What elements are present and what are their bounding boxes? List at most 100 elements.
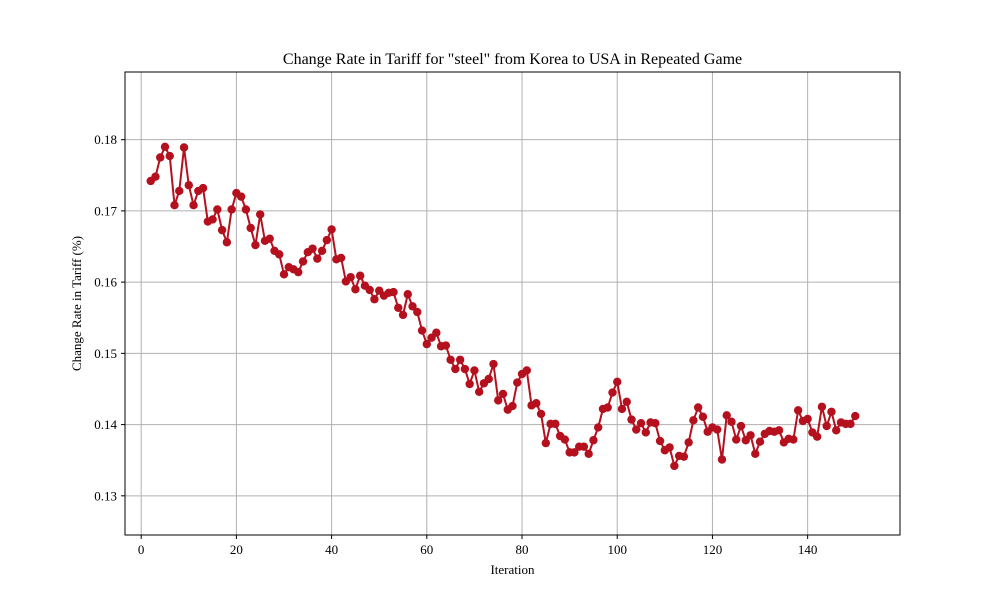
x-tick-label: 40 (325, 542, 338, 557)
data-point (827, 407, 836, 416)
data-point (822, 421, 831, 431)
x-tick-label: 100 (607, 542, 627, 557)
data-point (251, 240, 260, 250)
data-point (246, 223, 255, 233)
data-point (184, 181, 193, 190)
data-point (151, 172, 160, 181)
data-point (470, 366, 479, 375)
data-point (689, 416, 698, 425)
data-point (579, 442, 589, 451)
data-point (622, 397, 631, 406)
data-point (170, 201, 179, 210)
data-point (513, 378, 522, 387)
data-point (308, 244, 317, 253)
data-point (570, 448, 579, 457)
data-point (213, 205, 222, 214)
data-point (198, 183, 208, 193)
data-point (632, 425, 641, 434)
data-point (160, 142, 170, 151)
ticks: 0 20 40 60 80 100 120 140 0.13 0.14 0.15 0.16 0.17 0.… (94, 132, 817, 557)
data-point (817, 402, 827, 411)
grid (125, 72, 900, 535)
data-point (217, 225, 227, 235)
data-point (275, 250, 284, 259)
data-point (536, 409, 546, 419)
data-point (746, 431, 755, 440)
data-point (156, 153, 165, 162)
x-axis-label: Iteration (490, 562, 535, 577)
data-point (494, 396, 503, 405)
y-tick-label: 0.18 (94, 132, 117, 147)
data-point (793, 406, 803, 415)
data-point (613, 377, 622, 387)
data-point (717, 455, 727, 464)
x-tick-label: 0 (138, 542, 145, 557)
data-point (541, 438, 551, 448)
data-point (812, 432, 822, 441)
data-point (508, 401, 517, 411)
data-point (389, 287, 398, 297)
data-point (736, 421, 746, 431)
data-point (165, 151, 174, 161)
data-point (670, 461, 679, 471)
data-point (398, 310, 408, 320)
data-point (803, 414, 812, 424)
y-tick-label: 0.16 (94, 275, 117, 290)
data-point (355, 271, 365, 280)
data-point (846, 419, 855, 429)
data-point (732, 435, 741, 444)
data-point (551, 419, 560, 429)
data-point (774, 426, 784, 435)
data-point (413, 307, 422, 317)
data-point (422, 339, 432, 349)
data-point (365, 285, 374, 295)
data-point (751, 449, 760, 458)
data-point (617, 404, 627, 414)
data-point (455, 355, 465, 364)
data-point (432, 328, 441, 337)
data-point (789, 435, 798, 444)
x-tick-label: 120 (703, 542, 723, 557)
data-point (603, 403, 612, 412)
data-point (693, 403, 703, 412)
data-point (317, 246, 327, 255)
data-point (175, 186, 184, 196)
data-point (522, 366, 531, 375)
x-tick-label: 80 (516, 542, 529, 557)
data-point (394, 303, 403, 312)
y-tick-label: 0.15 (94, 346, 117, 361)
data-point (227, 205, 236, 214)
series-line (150, 145, 857, 467)
data-point (298, 257, 308, 266)
data-point (179, 143, 189, 152)
y-tick-label: 0.17 (94, 203, 117, 218)
data-point (593, 423, 603, 432)
x-tick-label: 60 (420, 542, 433, 557)
data-point (327, 225, 336, 234)
data-point (279, 270, 289, 279)
data-point (584, 449, 593, 458)
y-tick-label: 0.13 (94, 488, 117, 503)
y-tick-label: 0.14 (94, 417, 117, 432)
data-point (722, 411, 731, 420)
data-point (608, 388, 617, 397)
data-point (222, 238, 232, 247)
data-point (713, 425, 722, 434)
series-layer (146, 142, 860, 471)
data-point (755, 437, 765, 446)
data-point (441, 341, 451, 350)
data-point (336, 253, 346, 263)
data-point (484, 374, 493, 384)
data-point (532, 399, 541, 408)
data-point (627, 415, 636, 424)
data-point (651, 418, 660, 428)
x-tick-label: 20 (230, 542, 243, 557)
data-point (474, 387, 484, 397)
data-point (208, 215, 217, 224)
x-tick-label: 140 (798, 542, 818, 557)
data-point (636, 418, 646, 428)
data-point (189, 201, 198, 210)
data-point (451, 364, 460, 374)
data-point (489, 359, 498, 369)
